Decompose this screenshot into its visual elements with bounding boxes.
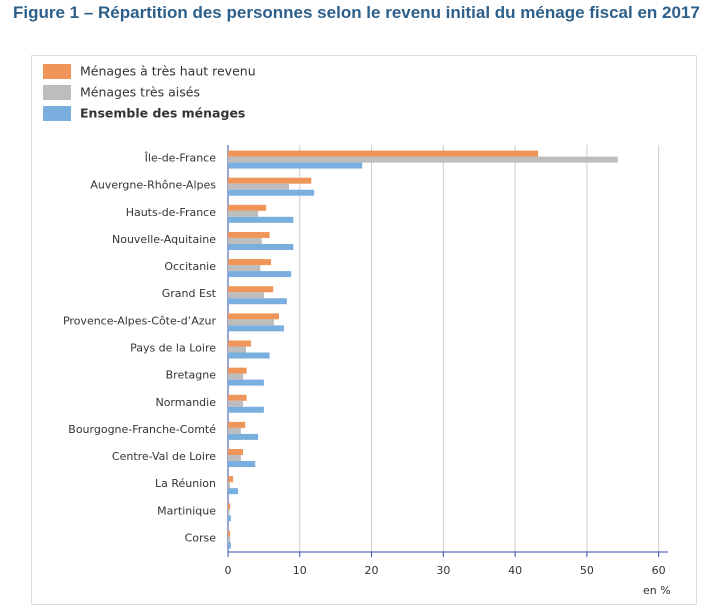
y-tick-label: Île-de-France (144, 152, 217, 165)
bar (228, 346, 246, 353)
bar (228, 433, 259, 440)
legend-swatch (43, 85, 71, 100)
bar (228, 542, 231, 549)
bar (228, 449, 244, 456)
x-tick-label: 50 (580, 564, 594, 577)
bar (228, 394, 247, 401)
bar (228, 427, 241, 434)
bar (228, 204, 267, 211)
y-tick-label: Pays de la Loire (130, 342, 216, 355)
bar (228, 298, 287, 305)
y-tick-label: Hauts-de-France (126, 206, 217, 219)
x-tick-label: 10 (293, 564, 307, 577)
y-tick-label: Occitanie (164, 260, 216, 273)
bar (228, 379, 264, 386)
bar (228, 373, 244, 380)
bar (228, 455, 241, 462)
legend-swatch (43, 106, 71, 121)
bar (228, 162, 363, 169)
bar (228, 189, 315, 196)
bar (228, 313, 279, 320)
bar (228, 231, 270, 238)
bar (228, 150, 539, 157)
x-tick-label: 30 (436, 564, 450, 577)
y-tick-label: Normandie (155, 396, 216, 409)
bar (228, 325, 284, 332)
bar (228, 406, 264, 413)
bar (228, 400, 244, 407)
bar (228, 183, 290, 190)
y-tick-label: La Réunion (155, 477, 216, 490)
bar (228, 352, 270, 359)
y-tick-label: Nouvelle-Aquitaine (112, 233, 216, 246)
x-axis-label: en % (643, 584, 671, 597)
x-tick-label: 40 (508, 564, 522, 577)
y-tick-label: Martinique (157, 504, 216, 517)
x-tick-label: 20 (365, 564, 379, 577)
bar (228, 488, 239, 495)
bar (228, 536, 231, 543)
chart-title: Figure 1 – Répartition des personnes sel… (13, 3, 700, 22)
x-tick-label: 0 (225, 564, 232, 577)
legend-swatch (43, 64, 71, 79)
bar (228, 340, 251, 347)
y-tick-label: Provence-Alpes-Côte-d’Azur (63, 314, 216, 327)
bar (228, 476, 234, 483)
bar (228, 509, 230, 516)
legend-label: Ensemble des ménages (80, 106, 245, 121)
legend-label: Ménages à très haut revenu (80, 64, 256, 79)
bar (228, 265, 261, 272)
bar (228, 515, 231, 522)
bar (228, 367, 247, 374)
chart-frame (31, 55, 697, 605)
bar (228, 319, 274, 326)
bar (228, 156, 618, 163)
bar (228, 177, 312, 184)
bar (228, 216, 294, 223)
legend-label: Ménages très aisés (80, 85, 200, 100)
bar (228, 292, 264, 299)
bar (228, 210, 259, 217)
bar (228, 482, 231, 489)
bar (228, 286, 274, 293)
y-tick-label: Bourgogne-Franche-Comté (68, 423, 216, 436)
y-tick-label: Corse (185, 531, 217, 544)
bar (228, 259, 272, 266)
bar (228, 461, 256, 468)
bar (228, 530, 231, 537)
bar (228, 237, 262, 244)
bar (228, 421, 246, 428)
y-tick-label: Bretagne (166, 369, 217, 382)
y-tick-label: Grand Est (162, 287, 217, 300)
bar (228, 271, 292, 278)
x-tick-label: 60 (652, 564, 666, 577)
y-tick-label: Centre-Val de Loire (112, 450, 216, 463)
bar (228, 503, 231, 510)
y-tick-label: Auvergne-Rhône-Alpes (90, 179, 216, 192)
bar (228, 243, 294, 250)
